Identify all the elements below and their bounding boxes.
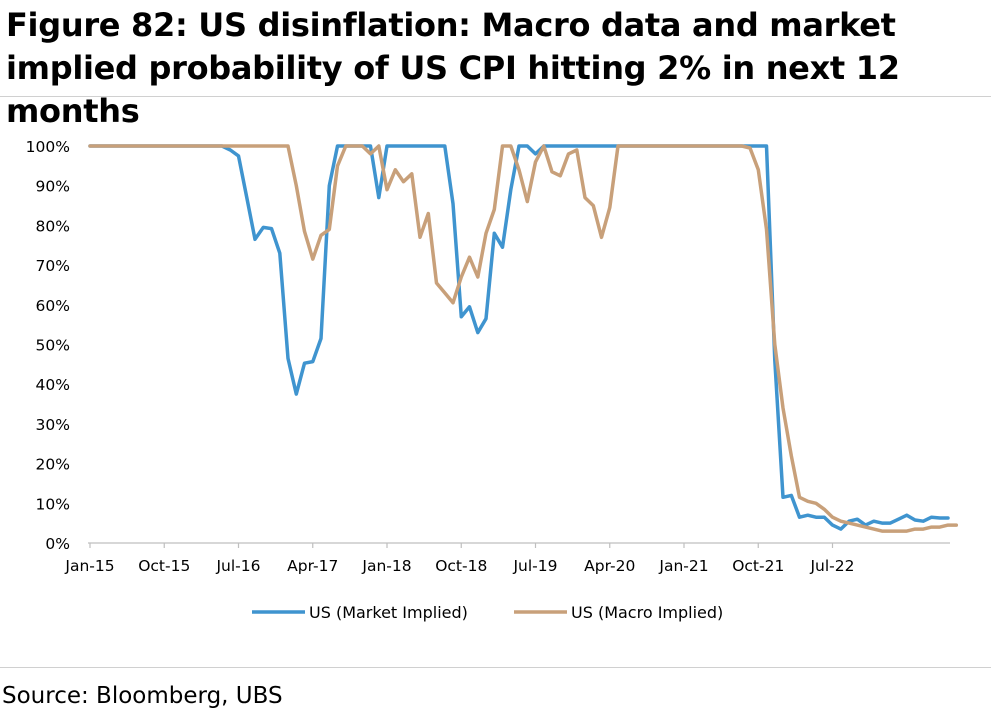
y-tick-label: 30% — [36, 416, 70, 434]
x-axis: Jan-15 Oct-15 Jul-16 Apr-17 Jan-18 Oct-18 Jul-… — [64, 542, 950, 575]
figure-title: Figure 82: US disinflation: Macro data a… — [6, 6, 900, 130]
y-tick-label: 90% — [36, 178, 70, 196]
x-tick-label: Jan-18 — [361, 557, 411, 575]
bottom-divider — [0, 667, 991, 668]
x-tick-label: Oct-18 — [435, 557, 487, 575]
x-tick-label: Jan-15 — [64, 557, 114, 575]
x-tick-label: Oct-21 — [732, 557, 784, 575]
y-tick-label: 80% — [36, 217, 70, 235]
y-tick-label: 20% — [36, 456, 70, 474]
x-tick-label: Jul-19 — [512, 557, 557, 575]
top-divider — [0, 96, 991, 97]
legend-label: US (Market Implied) — [309, 603, 468, 622]
x-tick-label: Oct-15 — [138, 557, 190, 575]
y-tick-label: 60% — [36, 297, 70, 315]
legend-label: US (Macro Implied) — [571, 603, 723, 622]
legend: US (Market Implied) US (Macro Implied) — [252, 603, 723, 622]
y-tick-label: 10% — [36, 495, 70, 513]
source-note: Source: Bloomberg, UBS — [2, 683, 283, 709]
x-tick-label: Apr-17 — [287, 557, 338, 575]
y-axis-labels: 0% 10% 20% 30% 40% 50% 60% 70% 80% 90% 100% — [26, 138, 70, 553]
x-tick-label: Apr-20 — [584, 557, 635, 575]
x-tick-label: Jul-22 — [809, 557, 854, 575]
y-tick-label: 70% — [36, 257, 70, 275]
y-tick-label: 50% — [36, 337, 70, 355]
x-tick-label: Jan-21 — [658, 557, 708, 575]
x-tick-label: Jul-16 — [215, 557, 260, 575]
y-tick-label: 0% — [45, 535, 70, 553]
y-tick-label: 100% — [26, 138, 70, 156]
series-line-market-implied — [88, 144, 950, 531]
series-line-macro-implied — [88, 144, 959, 533]
line-chart: 0% 10% 20% 30% 40% 50% 60% 70% 80% 90% 100% Jan-15… — [26, 138, 959, 622]
series-lines — [88, 144, 959, 533]
y-tick-label: 40% — [36, 376, 70, 394]
